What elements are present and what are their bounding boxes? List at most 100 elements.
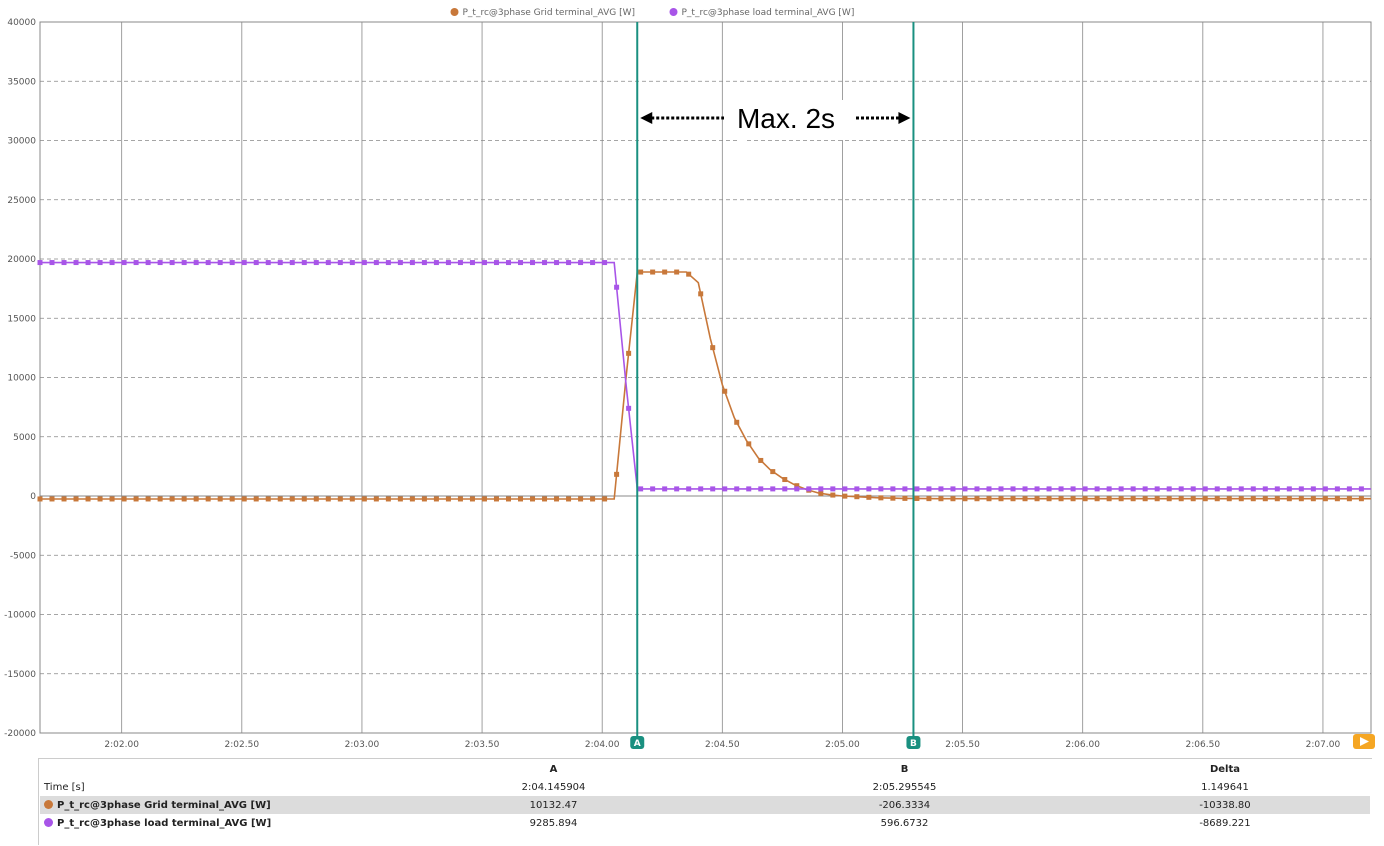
series-1-point bbox=[169, 260, 175, 266]
series-0-point bbox=[289, 496, 295, 502]
series-1-point bbox=[638, 486, 644, 492]
series-1-point bbox=[554, 260, 560, 266]
series-1-point bbox=[361, 260, 367, 266]
series-0-point bbox=[890, 495, 896, 501]
series-1-point bbox=[313, 260, 319, 266]
series-1-point bbox=[698, 486, 704, 492]
y-tick-label: 40000 bbox=[7, 18, 36, 28]
series-0-point bbox=[1034, 496, 1040, 502]
series-1-point bbox=[938, 486, 944, 492]
legend-entry: P_t_rc@3phase Grid terminal_AVG [W] bbox=[463, 8, 636, 18]
x-tick-label: 2:05.00 bbox=[825, 740, 860, 750]
series-0-point bbox=[1298, 496, 1304, 502]
series-0-point bbox=[1274, 496, 1280, 502]
series-0-point bbox=[385, 496, 391, 502]
series-1-point bbox=[109, 260, 115, 266]
series-1-point bbox=[746, 486, 752, 492]
series-1-point bbox=[1346, 486, 1352, 492]
series-1-point bbox=[385, 260, 391, 266]
series-0-point bbox=[1166, 496, 1172, 502]
series-0-point bbox=[578, 496, 584, 502]
table-row-time[interactable]: Time [s] 2:04.145904 2:05.295545 1.14964… bbox=[40, 778, 1370, 796]
series-1-point bbox=[1010, 486, 1016, 492]
x-tick-label: 2:03.00 bbox=[345, 740, 380, 750]
cell-delta: 1.149641 bbox=[1201, 781, 1249, 793]
cursor-B-label: B bbox=[910, 739, 917, 749]
series-0-point bbox=[229, 496, 235, 502]
series-1-point bbox=[205, 260, 211, 266]
cursor-table-frame bbox=[38, 758, 1372, 845]
y-tick-label: 0 bbox=[30, 492, 36, 502]
series-0-point bbox=[938, 496, 944, 502]
series-0-point bbox=[1322, 496, 1328, 502]
series-1-point bbox=[1082, 486, 1088, 492]
series-1-point bbox=[650, 486, 656, 492]
series-1-point bbox=[806, 486, 812, 492]
series-1-point bbox=[1094, 486, 1100, 492]
series-0-point bbox=[986, 496, 992, 502]
series-1-point bbox=[505, 260, 511, 266]
series-0-point bbox=[373, 496, 379, 502]
y-tick-label: -10000 bbox=[4, 611, 36, 621]
y-tick-label: 15000 bbox=[7, 314, 36, 324]
series-0-point bbox=[49, 496, 55, 502]
series-0-point bbox=[902, 495, 908, 501]
series-0-point bbox=[1310, 496, 1316, 502]
cursor-table: A B Delta Time [s] 2:04.145904 2:05.2955… bbox=[40, 760, 1370, 832]
series-1-point bbox=[1262, 486, 1268, 492]
series-0-point bbox=[530, 496, 536, 502]
series-0-point bbox=[445, 496, 451, 502]
series-0-point bbox=[169, 496, 175, 502]
series-0-point bbox=[734, 419, 740, 425]
table-row-load[interactable]: P_t_rc@3phase load terminal_AVG [W] 9285… bbox=[40, 814, 1370, 832]
cell-a: 2:04.145904 bbox=[521, 781, 586, 793]
series-0-point bbox=[914, 495, 920, 501]
series-0-point bbox=[830, 492, 836, 498]
series-0-point bbox=[109, 496, 115, 502]
y-tick-label: 30000 bbox=[7, 137, 36, 147]
series-1-point bbox=[878, 486, 884, 492]
table-row-grid[interactable]: P_t_rc@3phase Grid terminal_AVG [W] 1013… bbox=[40, 796, 1370, 814]
series-1-point bbox=[409, 260, 415, 266]
annotation-layer: Max. 2s bbox=[640, 100, 911, 190]
series-0-point bbox=[133, 496, 139, 502]
series-0-point bbox=[73, 496, 79, 502]
series-0-point bbox=[37, 496, 43, 502]
series-1-point bbox=[1166, 486, 1172, 492]
series-1-point bbox=[854, 486, 860, 492]
series-1-point bbox=[241, 260, 247, 266]
x-tick-label: 2:05.50 bbox=[945, 740, 980, 750]
series-1-point bbox=[998, 486, 1004, 492]
cell-a: 10132.47 bbox=[529, 799, 578, 811]
series-1-point bbox=[1334, 486, 1340, 492]
series-0-point bbox=[662, 269, 668, 275]
series-1-point bbox=[686, 486, 692, 492]
series-0-point bbox=[1346, 496, 1352, 502]
series-1-point bbox=[421, 260, 427, 266]
y-tick-label: 10000 bbox=[7, 374, 36, 384]
x-tick-label: 2:06.50 bbox=[1186, 740, 1221, 750]
series-1-point bbox=[37, 260, 43, 266]
series-0-point bbox=[469, 496, 475, 502]
series-1-point bbox=[770, 486, 776, 492]
series-1-point bbox=[710, 486, 716, 492]
series-0-point bbox=[181, 496, 187, 502]
play-button[interactable] bbox=[1353, 734, 1375, 749]
series-1-point bbox=[493, 260, 499, 266]
series-1-point bbox=[782, 486, 788, 492]
table-header-b: B bbox=[900, 763, 909, 775]
series-0-point bbox=[722, 388, 728, 394]
y-tick-label: -15000 bbox=[4, 670, 36, 680]
y-tick-label: -5000 bbox=[10, 551, 36, 561]
cell-delta: -10338.80 bbox=[1199, 799, 1251, 811]
series-0-point bbox=[97, 496, 103, 502]
series-1-point bbox=[1154, 486, 1160, 492]
chart-area[interactable]: P_t_rc@3phase Grid terminal_AVG [W] P_t_r… bbox=[0, 0, 1384, 760]
series-1-point bbox=[674, 486, 680, 492]
series-1-point bbox=[1298, 486, 1304, 492]
series-1-point bbox=[578, 260, 584, 266]
series-1-point bbox=[962, 486, 968, 492]
series-0-point bbox=[602, 496, 608, 502]
legend-entry: P_t_rc@3phase load terminal_AVG [W] bbox=[682, 8, 855, 18]
